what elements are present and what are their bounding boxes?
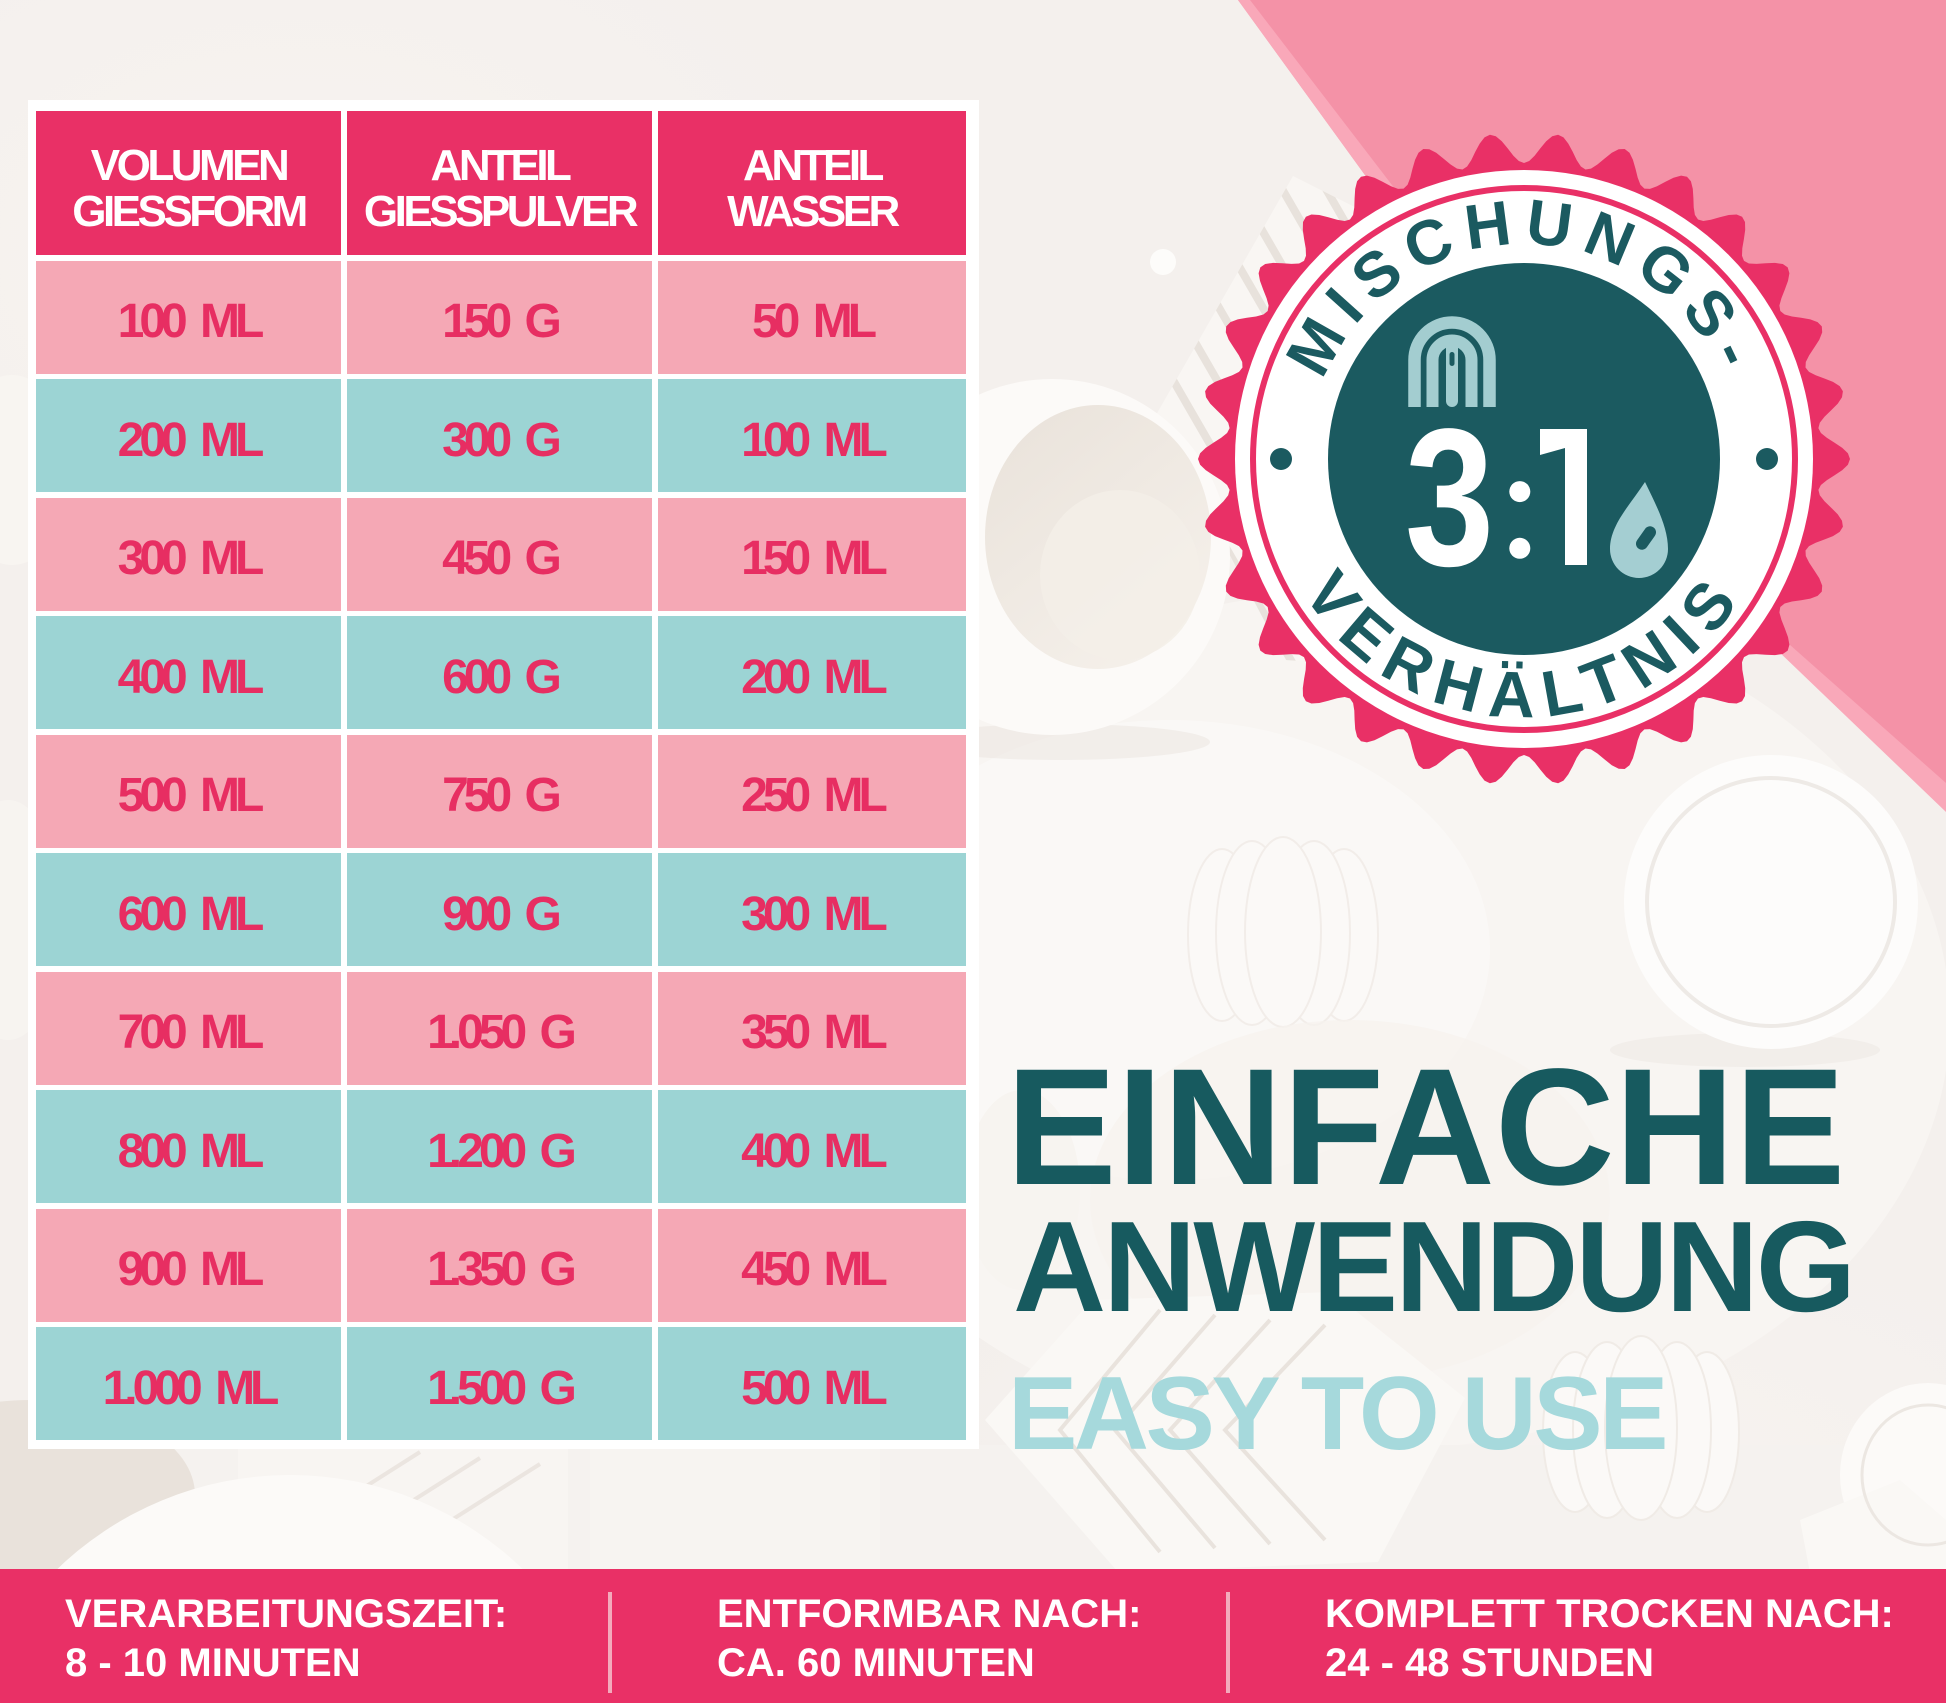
svg-text:3: 3 <box>1405 388 1494 607</box>
